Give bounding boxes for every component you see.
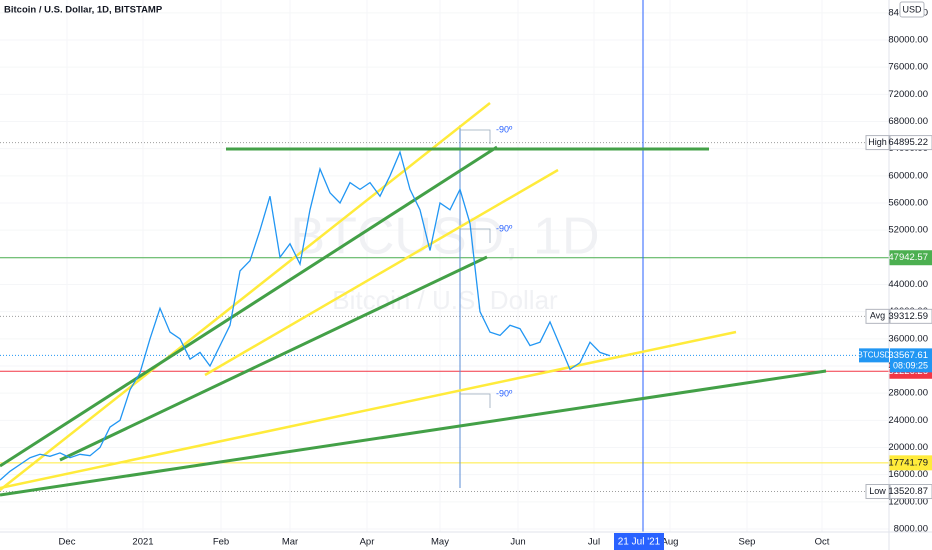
price-plot [0,150,611,481]
tag-label: High [868,137,887,147]
trend-line [0,330,737,490]
currency-button[interactable] [899,1,925,18]
price-tag-value: 13520.87 [888,486,928,497]
x-tick-label: Jul [588,537,600,548]
y-tick-label: 16000.00 [888,469,928,480]
x-tick-label: Aug [662,537,679,548]
price-levels [0,142,889,493]
trend-line [0,145,498,468]
price-tag-value: 39312.59 [888,311,928,322]
y-tick-label: 68000.00 [888,116,928,127]
chart-title: Bitcoin / U.S. Dollar, 1D, BITSTAMP [4,5,163,16]
trend-line [59,255,488,462]
y-tick-label: 36000.00 [888,333,928,344]
x-tick-label: May [431,537,449,548]
tag-label-box [865,484,890,500]
tag-label-box [865,135,890,151]
y-tick-label: 60000.00 [888,170,928,181]
last-price-name: BTCUSD [858,350,891,359]
y-tick-label: 28000.00 [888,388,928,399]
x-tick-label: Dec [59,537,76,548]
y-tick-label: 24000.00 [888,415,928,426]
y-tick-label: 12000.00 [888,496,928,507]
last-price-name-box [859,348,889,363]
drawings: -90º -90º -90º [0,0,827,532]
watermark-description: Bitcoin / U.S. Dollar [332,285,558,315]
angle-marker [460,393,491,408]
y-tick-label: 52000.00 [888,225,928,236]
y-tick-label: 8000.00 [894,524,928,535]
x-tick-label: Apr [360,537,375,548]
currency[interactable]: USD [902,4,922,14]
trend-line [0,102,491,491]
x-tick-label: Oct [815,537,830,548]
angle-label: -90º [496,388,513,398]
y-tick-label: 20000.00 [888,442,928,453]
x-tick-label: Jun [510,537,525,548]
y-tick-label: 56000.00 [888,198,928,209]
x-tick-label: Feb [213,537,229,548]
last-price-value: 33567.61 [888,350,928,361]
angle-marker [460,129,491,144]
last-price-tag [890,348,932,373]
price-tag-value: 17741.79 [888,457,928,468]
price-line [0,150,611,481]
price-tag [889,484,932,500]
crosshair-date-tag [614,533,664,550]
trend-line [0,369,827,497]
y-tick-label: 80000.00 [888,35,928,46]
y-tick-label: 76000.00 [888,62,928,73]
price-tag-value: 64895.22 [888,137,928,148]
countdown: 08:09:25 [893,361,928,371]
y-tick-label: 44000.00 [888,279,928,290]
time-axis: Dec 2021 Feb Mar Apr May Jun Jul Aug Sep Oct [59,537,830,548]
price-tag [889,135,932,151]
tag-label: Low [869,486,886,496]
angle-label: -90º [496,124,513,134]
x-tick-label: Mar [282,537,298,548]
trend-line [204,168,559,377]
y-tick-label: 72000.00 [888,89,928,100]
tag-label-box [865,308,890,324]
crosshair-date: 21 Jul '21 [618,537,661,548]
angle-label: -90º [496,223,513,233]
price-tags: High64895.2247942.57Avg39312.5931226.261… [858,135,932,500]
tag-label: Avg [870,311,885,321]
x-tick-label: Sep [739,537,756,548]
price-tag [889,308,932,324]
price-tag [889,455,932,471]
price-tag-value: 47942.57 [888,252,928,263]
price-tag [889,250,932,266]
x-tick-label: 2021 [132,537,153,548]
